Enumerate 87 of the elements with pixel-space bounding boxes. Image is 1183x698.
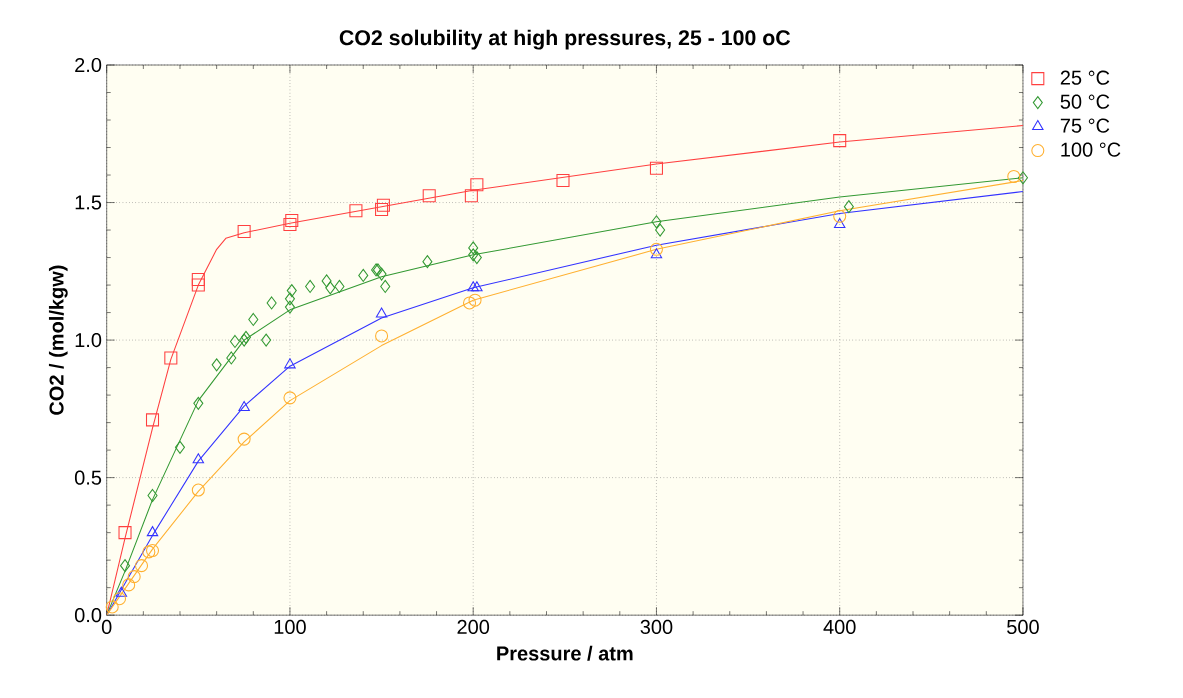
point — [471, 281, 483, 292]
point — [556, 173, 570, 187]
point — [146, 526, 159, 537]
point — [464, 189, 478, 203]
point — [283, 391, 297, 405]
x-tick-label: 400 — [823, 619, 856, 634]
point — [238, 400, 250, 411]
point — [284, 358, 296, 369]
point — [211, 358, 222, 372]
y-tick-label: 0.5 — [74, 470, 102, 485]
point — [376, 198, 390, 212]
point — [1007, 169, 1021, 183]
point — [283, 217, 297, 231]
point — [462, 296, 477, 310]
point — [237, 432, 251, 446]
point — [105, 600, 119, 614]
point — [833, 217, 846, 228]
legend-label: 100 °C — [1061, 142, 1121, 157]
point — [467, 281, 479, 292]
point — [375, 329, 389, 343]
point — [284, 300, 295, 314]
y-tick-label: 2.0 — [75, 57, 102, 72]
point — [468, 293, 482, 307]
y-axis-title: CO2 / (mol/kgw) — [48, 265, 68, 415]
point — [380, 279, 391, 293]
point — [468, 241, 479, 255]
legend-label: 50 °C — [1060, 94, 1110, 109]
point — [147, 488, 158, 502]
point — [237, 224, 251, 238]
chart-title: CO2 solubility at high pressures, 25 - 100 oC — [339, 29, 791, 50]
point — [358, 268, 369, 282]
point — [226, 351, 237, 365]
x-tick-label: 100 — [274, 619, 306, 634]
point — [285, 213, 299, 227]
point — [248, 312, 259, 326]
point — [119, 559, 131, 573]
point — [655, 223, 666, 237]
point — [284, 292, 295, 306]
point — [375, 307, 388, 318]
point — [122, 578, 136, 592]
point — [286, 283, 297, 298]
point — [422, 255, 433, 269]
point — [193, 396, 204, 410]
point — [470, 178, 484, 192]
y-tick-label: 1.0 — [75, 332, 102, 348]
x-axis-title: Pressure / atm — [497, 645, 633, 661]
point — [127, 570, 141, 584]
point — [321, 274, 332, 288]
point — [174, 440, 186, 454]
point — [191, 272, 205, 287]
point — [115, 586, 128, 597]
point — [164, 351, 178, 365]
point — [833, 209, 847, 223]
point — [145, 543, 160, 557]
point — [376, 267, 387, 281]
point — [651, 215, 662, 229]
point — [191, 483, 205, 497]
point — [145, 413, 160, 427]
point — [134, 559, 149, 573]
point — [118, 526, 132, 540]
point — [334, 279, 345, 293]
point — [142, 545, 156, 559]
point — [191, 278, 205, 292]
point — [192, 453, 205, 464]
point — [650, 248, 663, 259]
point — [112, 592, 127, 606]
point — [325, 281, 336, 295]
point — [305, 279, 316, 293]
x-tick-label: 300 — [640, 619, 673, 634]
point — [843, 200, 854, 214]
y-tick-label: 1.5 — [75, 195, 102, 210]
point — [1017, 171, 1028, 185]
x-tick-label: 200 — [457, 619, 490, 634]
legend-label: 25 °C — [1060, 70, 1110, 85]
point — [375, 202, 389, 216]
legend-label: 75 °C — [1060, 118, 1110, 133]
point — [349, 204, 363, 218]
y-tick-label: 0.0 — [74, 607, 102, 623]
point — [833, 134, 847, 148]
x-tick-label: 500 — [1007, 619, 1039, 634]
point — [422, 189, 436, 203]
point — [266, 296, 277, 310]
point — [229, 334, 241, 348]
point — [649, 161, 663, 175]
point — [649, 242, 663, 256]
point — [261, 333, 272, 347]
x-tick-label: 0 — [101, 619, 112, 634]
